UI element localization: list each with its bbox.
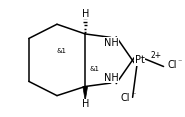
Text: Cl: Cl <box>121 93 130 103</box>
Text: ⁻: ⁻ <box>131 90 136 99</box>
Text: Cl: Cl <box>167 60 176 70</box>
Text: 2+: 2+ <box>151 51 162 60</box>
Text: H: H <box>82 99 89 109</box>
Text: NH: NH <box>104 73 118 83</box>
Text: ⁻: ⁻ <box>178 57 182 66</box>
Text: &1: &1 <box>57 48 67 53</box>
Polygon shape <box>83 86 88 101</box>
Text: Pt: Pt <box>135 55 145 65</box>
Text: &1: &1 <box>89 66 99 72</box>
Text: H: H <box>82 9 89 19</box>
Text: NH: NH <box>104 38 118 48</box>
